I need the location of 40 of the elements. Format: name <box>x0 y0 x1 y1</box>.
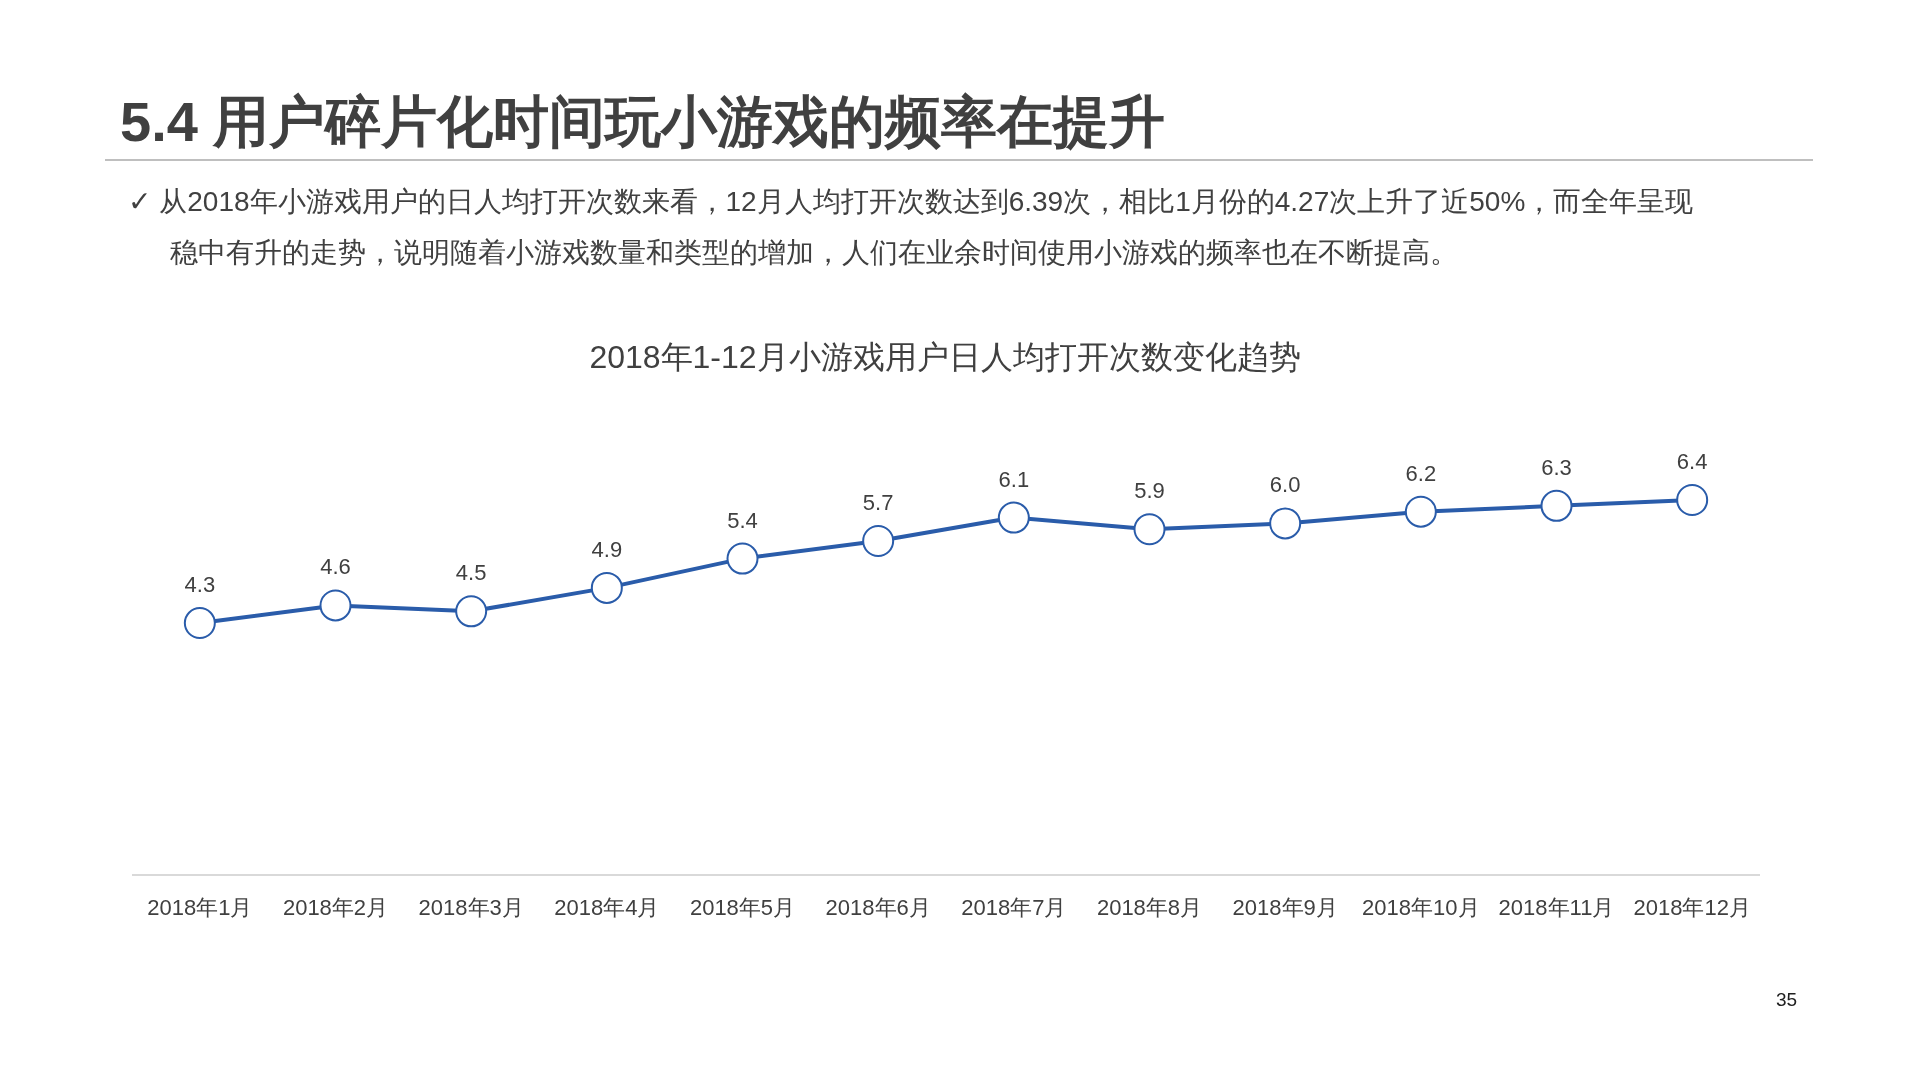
data-label: 6.3 <box>1541 454 1572 480</box>
data-label: 5.9 <box>1134 478 1165 504</box>
x-tick-label: 2018年8月 <box>1096 895 1203 920</box>
data-label: 5.4 <box>727 507 758 533</box>
point <box>862 525 895 558</box>
point <box>455 595 488 628</box>
data-label: 4.3 <box>184 572 216 598</box>
data-label: 4.5 <box>455 560 487 586</box>
chart-title: 5.4 用户碎片化时间玩小游戏的频率在提升 <box>120 90 1166 154</box>
x-tick-label: 2018年1月 <box>147 895 253 920</box>
data-label: 6.2 <box>1405 460 1437 486</box>
text: 35 <box>1776 988 1798 1012</box>
data-label: 5.7 <box>862 490 894 516</box>
x-tick-label: 2018年4月 <box>554 895 660 920</box>
x-tick-label: 2018年3月 <box>418 895 524 920</box>
x-tick-label: 2018年6月 <box>825 895 931 920</box>
data-label: 4.9 <box>591 536 623 562</box>
x-tick-label: 2018年5月 <box>689 895 796 920</box>
text: ✓ 从2018年小游戏用户的日人均打开次数来看，12月人均打开次数达到6.39次，相比1月份的4.27次上升了近50%，而全年呈现稳中有升的走势，说明随着小游戏数量和类型的增加，人们在业余时间使用小游戏的频率也在不断提高。 <box>128 185 1695 270</box>
point <box>183 607 216 640</box>
data-label: 4.6 <box>320 554 351 580</box>
data-label: 6.0 <box>1269 472 1301 498</box>
point <box>726 542 759 575</box>
data-label: 6.1 <box>998 466 1030 492</box>
x-tick-label: 2018年10月 <box>1362 895 1480 920</box>
point <box>1676 484 1709 516</box>
chart-subtitle: 2018年1-12月小游戏用户日人均打开次数变化趋势 <box>589 339 1301 375</box>
x-tick-label: 2018年12月 <box>1633 895 1751 920</box>
point <box>1133 513 1166 546</box>
x-tick-label: 2018年7月 <box>961 895 1067 920</box>
point <box>1404 495 1437 528</box>
x-tick-label: 2018年11月 <box>1498 895 1615 920</box>
x-tick-label: 2018年9月 <box>1232 895 1338 920</box>
point <box>1269 507 1302 540</box>
point <box>997 501 1030 534</box>
point <box>319 589 352 622</box>
point <box>1540 489 1573 522</box>
point <box>590 571 623 604</box>
x-tick-label: 2018年2月 <box>282 895 389 920</box>
data-label: 6.4 <box>1676 449 1708 474</box>
